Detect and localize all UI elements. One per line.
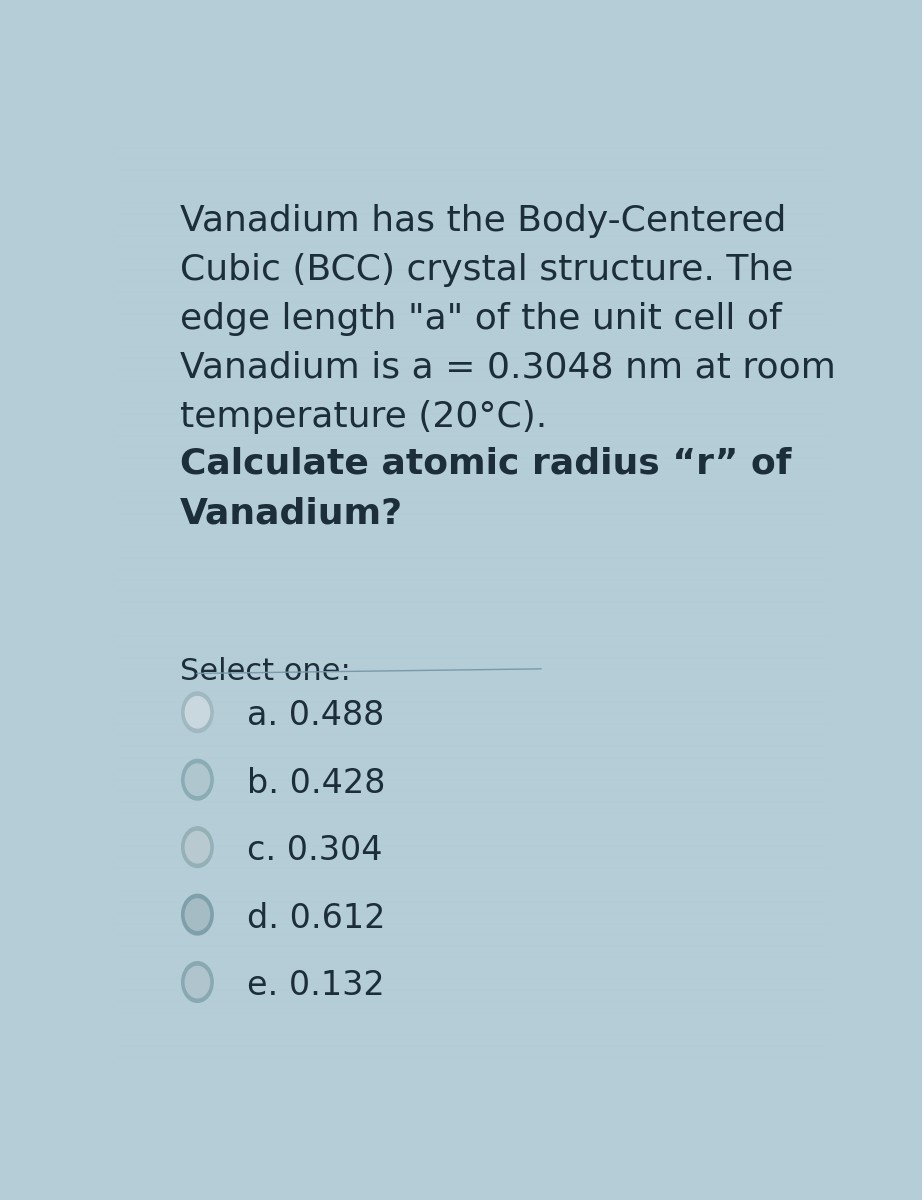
Text: Vanadium has the Body-Centered: Vanadium has the Body-Centered [180, 204, 786, 238]
Text: Vanadium is a = 0.3048 nm at room: Vanadium is a = 0.3048 nm at room [180, 350, 835, 385]
Circle shape [182, 760, 213, 800]
Text: b. 0.428: b. 0.428 [247, 767, 385, 799]
Text: e. 0.132: e. 0.132 [247, 970, 385, 1002]
Text: c. 0.304: c. 0.304 [247, 834, 383, 868]
Circle shape [182, 827, 213, 868]
Text: edge length "a" of the unit cell of: edge length "a" of the unit cell of [180, 302, 781, 336]
Circle shape [182, 894, 213, 935]
Text: Cubic (BCC) crystal structure. The: Cubic (BCC) crystal structure. The [180, 253, 793, 287]
Text: Calculate atomic radius “r” of: Calculate atomic radius “r” of [180, 446, 791, 480]
Circle shape [185, 764, 209, 796]
Text: Select one:: Select one: [180, 656, 350, 686]
Text: a. 0.488: a. 0.488 [247, 700, 384, 732]
Circle shape [185, 966, 209, 997]
Circle shape [182, 692, 213, 732]
Text: d. 0.612: d. 0.612 [247, 901, 386, 935]
Text: Vanadium?: Vanadium? [180, 497, 403, 530]
Text: temperature (20°C).: temperature (20°C). [180, 400, 547, 434]
Circle shape [182, 961, 213, 1002]
Circle shape [185, 899, 209, 930]
Circle shape [185, 832, 209, 863]
Circle shape [185, 696, 209, 728]
